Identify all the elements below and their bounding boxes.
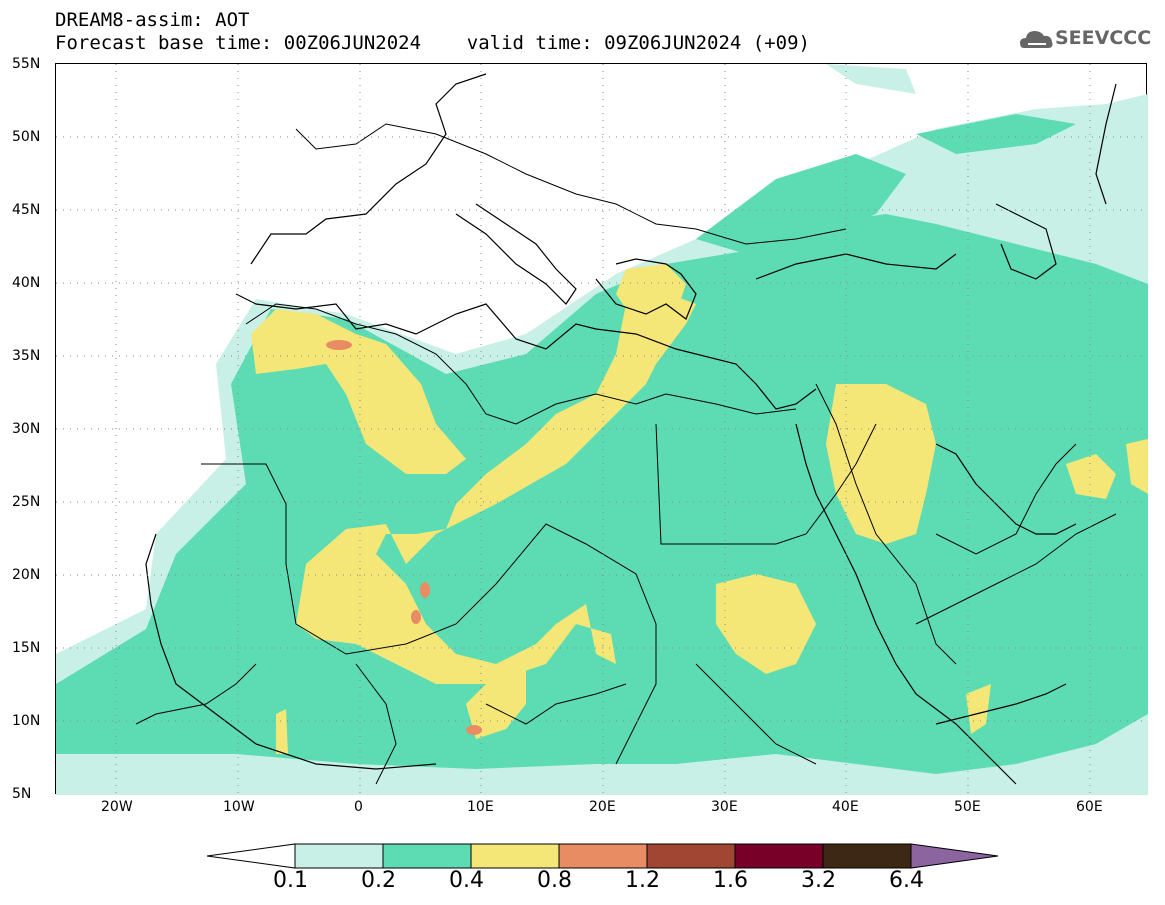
colorbar-segment — [734, 843, 824, 869]
colorbar-label: 1.6 — [713, 868, 748, 893]
colorbar-label: 6.4 — [889, 868, 924, 893]
gridlines — [56, 64, 1148, 795]
colorbar-segment — [382, 843, 472, 869]
colorbar-label: 0.1 — [273, 868, 308, 893]
lon-label: 60E — [1076, 799, 1103, 815]
cloud-icon — [1020, 31, 1053, 48]
coastlines — [145, 73, 1117, 785]
lon-label: 0 — [354, 799, 363, 815]
map-title: DREAM8-assim: AOT — [55, 9, 250, 31]
lat-label: 50N — [12, 129, 41, 145]
colorbar-segment — [470, 843, 560, 869]
colorbar-label: 3.2 — [801, 868, 836, 893]
lat-label: 45N — [12, 202, 41, 218]
colorbar — [206, 843, 999, 869]
lon-label: 40E — [832, 799, 859, 815]
aot-map — [55, 63, 1148, 795]
lon-label: 20W — [101, 799, 133, 815]
colorbar-segment — [646, 843, 736, 869]
lon-label: 50E — [954, 799, 981, 815]
aot-level-0.4 — [251, 264, 1148, 754]
lon-label: 10W — [223, 799, 255, 815]
lon-label: 10E — [467, 799, 494, 815]
logo-text: SEEVCCC — [1055, 27, 1152, 49]
colorbar-high-arrow — [910, 843, 999, 869]
aot-level-0.8 — [326, 340, 482, 735]
lat-label: 25N — [12, 494, 41, 510]
lon-label: 30E — [711, 799, 738, 815]
forecast-time-line: Forecast base time: 00Z06JUN2024 valid t… — [55, 32, 810, 54]
lat-label: 40N — [12, 275, 41, 291]
lat-label: 15N — [12, 640, 41, 656]
colorbar-label: 0.4 — [449, 868, 484, 893]
lat-label: 10N — [12, 713, 41, 729]
colorbar-low-arrow — [206, 843, 296, 869]
lon-label: 20E — [589, 799, 616, 815]
colorbar-segment — [822, 843, 912, 869]
colorbar-label: 1.2 — [625, 868, 660, 893]
lat-label: 5N — [12, 786, 32, 802]
lat-label: 55N — [12, 56, 41, 72]
country-borders — [135, 123, 1117, 785]
colorbar-label: 0.8 — [537, 868, 572, 893]
colorbar-segment — [294, 843, 384, 869]
lat-label: 35N — [12, 348, 41, 364]
colorbar-segment — [558, 843, 648, 869]
map-canvas — [56, 64, 1148, 795]
lat-label: 20N — [12, 567, 41, 583]
lat-label: 30N — [12, 421, 41, 437]
colorbar-label: 0.2 — [361, 868, 396, 893]
